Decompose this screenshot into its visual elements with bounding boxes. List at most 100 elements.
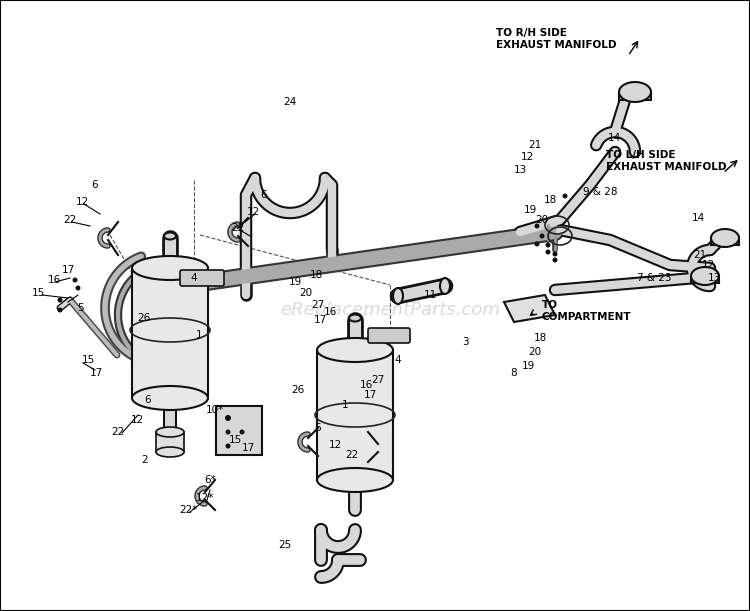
Ellipse shape [164,233,176,240]
Text: 1: 1 [196,330,202,340]
Ellipse shape [156,427,184,437]
Ellipse shape [440,278,450,294]
Bar [619,92,651,100]
Text: 18: 18 [533,333,547,343]
Text: 19: 19 [524,205,537,215]
Text: 15: 15 [81,355,94,365]
Circle shape [226,444,230,448]
Bar [691,276,719,284]
Ellipse shape [317,468,393,492]
Text: 27: 27 [371,375,385,385]
Text: eReplacementParts.com: eReplacementParts.com [280,301,500,319]
Text: 22: 22 [345,450,358,460]
Text: TO L/H SIDE
EXHAUST MANIFOLD: TO L/H SIDE EXHAUST MANIFOLD [606,150,727,172]
Text: 25: 25 [278,540,292,550]
Text: 16: 16 [323,307,337,317]
Text: 12: 12 [328,440,341,450]
Ellipse shape [156,447,184,457]
Text: 17: 17 [242,443,254,453]
Circle shape [58,307,62,312]
Text: 6*: 6* [204,475,216,485]
Text: 20: 20 [536,215,548,225]
Text: 10*: 10* [206,405,224,415]
Text: 12: 12 [75,197,88,207]
Circle shape [225,415,231,421]
Circle shape [553,257,557,263]
Text: 14: 14 [608,133,621,143]
Text: 12: 12 [130,415,144,425]
Text: 8: 8 [511,368,518,378]
Text: 12: 12 [701,260,715,270]
Ellipse shape [132,256,208,280]
Text: 22*: 22* [178,505,197,515]
Text: TO
COMPARTMENT: TO COMPARTMENT [542,300,632,321]
Ellipse shape [691,267,719,285]
Text: 16: 16 [359,380,373,390]
Ellipse shape [393,288,403,304]
Bar [317,350,393,480]
Text: 20: 20 [299,288,313,298]
Text: 6: 6 [92,180,98,190]
Text: 21: 21 [693,250,706,260]
Ellipse shape [619,82,651,102]
Text: 13: 13 [513,165,526,175]
Polygon shape [216,406,262,455]
Text: 15: 15 [32,288,45,298]
Text: 9 & 28: 9 & 28 [583,187,617,197]
Text: 2: 2 [142,455,148,465]
Ellipse shape [132,386,208,410]
Text: 18: 18 [543,195,556,205]
Text: 15: 15 [228,435,242,445]
Circle shape [535,224,539,229]
Polygon shape [504,295,555,322]
Circle shape [226,430,230,434]
Ellipse shape [349,315,361,321]
Text: 22: 22 [231,223,244,233]
Text: 5: 5 [76,303,83,313]
Circle shape [545,243,550,247]
Text: 22: 22 [63,215,76,225]
Text: 12: 12 [246,207,259,217]
FancyBboxPatch shape [368,328,410,343]
Text: TO R/H SIDE
EXHAUST MANIFOLD: TO R/H SIDE EXHAUST MANIFOLD [496,28,616,49]
Text: 6: 6 [315,423,321,433]
Text: 12: 12 [520,152,534,162]
Text: 24: 24 [284,97,296,107]
Text: 16: 16 [47,275,61,285]
Ellipse shape [317,338,393,362]
Circle shape [553,252,557,257]
Ellipse shape [711,229,739,247]
Text: 26: 26 [137,313,151,323]
Text: 14: 14 [692,213,705,223]
Bar [156,432,184,452]
Text: 20: 20 [529,347,542,357]
Bar [132,268,208,398]
Text: 17: 17 [89,368,103,378]
Circle shape [239,430,244,434]
Text: 4: 4 [190,273,197,283]
Circle shape [535,241,539,246]
Text: 18: 18 [309,270,322,280]
Text: 13: 13 [707,273,721,283]
FancyBboxPatch shape [180,270,224,286]
Text: 26: 26 [291,385,304,395]
Text: 7 & 23: 7 & 23 [637,273,671,283]
Text: 17: 17 [314,315,327,325]
Text: 4: 4 [394,355,401,365]
Circle shape [562,194,568,199]
Bar [711,238,739,245]
Circle shape [76,285,80,290]
Text: 1: 1 [342,400,348,410]
Text: 27: 27 [311,300,325,310]
Circle shape [73,277,77,282]
Text: 19: 19 [521,361,535,371]
Text: 11: 11 [423,290,436,300]
Circle shape [539,233,544,238]
Text: 17: 17 [363,390,376,400]
Text: 21: 21 [528,140,542,150]
Text: 17: 17 [62,265,74,275]
Text: 22: 22 [111,427,125,437]
Circle shape [58,298,62,302]
Text: 12*: 12* [196,493,214,503]
Circle shape [545,249,550,255]
